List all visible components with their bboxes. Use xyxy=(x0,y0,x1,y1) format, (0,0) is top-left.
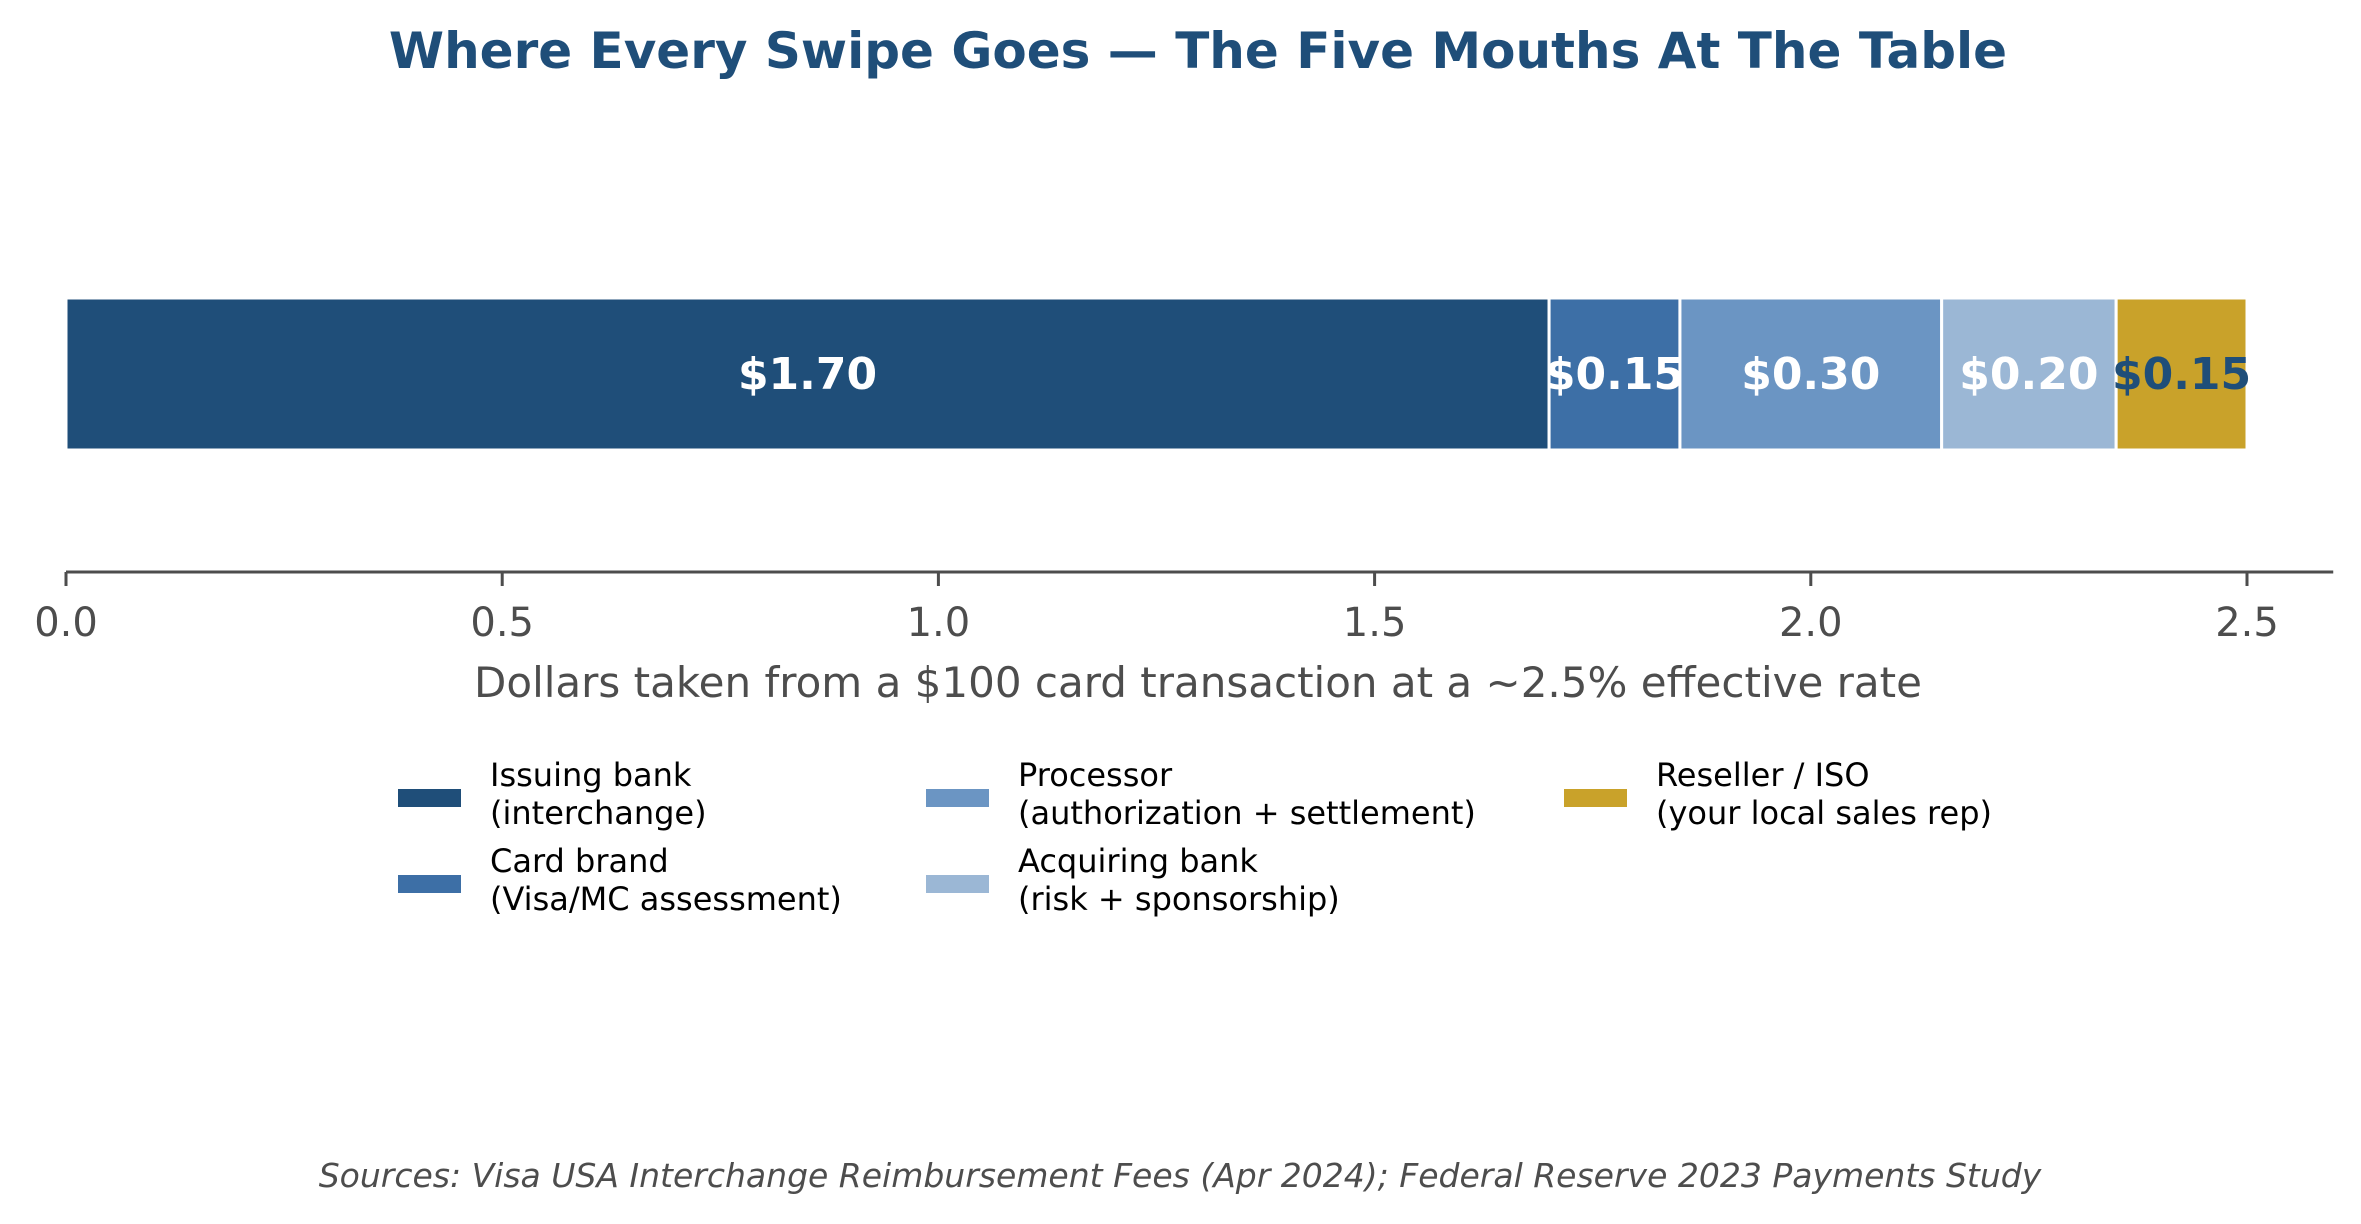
segment-labels: $1.70 $0.15 $0.30 $0.20 $0.15 xyxy=(738,349,2251,400)
legend-label-1-line-1: Issuing bank xyxy=(490,756,692,794)
legend-label-2-line-2: (Visa/MC assessment) xyxy=(490,880,842,918)
legend-label-5-line-2: (your local sales rep) xyxy=(1656,794,1992,832)
source-note: Sources: Visa USA Interchange Reimbursem… xyxy=(319,1156,2042,1195)
legend-label-4-line-1: Acquiring bank xyxy=(1018,842,1258,880)
legend-item-3: Processor(authorization + settlement) xyxy=(926,756,1476,832)
bar-segment-2 xyxy=(1547,296,1682,452)
legend-item-4: Acquiring bank(risk + sponsorship) xyxy=(926,842,1340,918)
legend-item-1: Issuing bank(interchange) xyxy=(398,756,707,832)
x-tick-label-0: 0.0 xyxy=(34,600,98,646)
data-label-1: $1.70 xyxy=(738,349,877,400)
legend-label-3-line-2: (authorization + settlement) xyxy=(1018,794,1476,832)
x-tick-label-4: 2.0 xyxy=(1779,600,1843,646)
legend-swatch-3 xyxy=(926,789,989,807)
legend-label-4-line-2: (risk + sponsorship) xyxy=(1018,880,1340,918)
legend-item-2: Card brand(Visa/MC assessment) xyxy=(398,842,842,918)
x-tick-label-5: 2.5 xyxy=(2215,600,2279,646)
legend-swatch-5 xyxy=(1564,789,1627,807)
x-tick-label-1: 0.5 xyxy=(470,600,534,646)
data-label-4: $0.20 xyxy=(1959,349,2098,400)
legend-label-2-line-1: Card brand xyxy=(490,842,669,880)
x-axis-title: Dollars taken from a $100 card transacti… xyxy=(474,658,1922,707)
x-tick-label-2: 1.0 xyxy=(907,600,971,646)
legend: Issuing bank(interchange) Card brand(Visa… xyxy=(398,756,1992,918)
legend-label-3-line-1: Processor xyxy=(1018,756,1173,794)
legend-label-1-line-2: (interchange) xyxy=(490,794,707,832)
stacked-bar xyxy=(64,296,2249,452)
legend-swatch-2 xyxy=(398,875,461,893)
legend-label-5-line-1: Reseller / ISO xyxy=(1656,756,1870,794)
x-tick-label-3: 1.5 xyxy=(1343,600,1407,646)
bar-segment-3 xyxy=(1678,296,1944,452)
legend-swatch-1 xyxy=(398,789,461,807)
legend-swatch-4 xyxy=(926,875,989,893)
x-axis-ticks: 0.0 0.5 1.0 1.5 2.0 2.5 xyxy=(34,572,2279,646)
data-label-2: $0.15 xyxy=(1545,349,1684,400)
bar-segment-1 xyxy=(64,296,1551,452)
bar-segment-5 xyxy=(2114,296,2249,452)
data-label-5: $0.15 xyxy=(2112,349,2251,400)
legend-item-5: Reseller / ISO(your local sales rep) xyxy=(1564,756,1992,832)
data-label-3: $0.30 xyxy=(1741,349,1880,400)
chart-title: Where Every Swipe Goes — The Five Mouths… xyxy=(389,22,2007,80)
